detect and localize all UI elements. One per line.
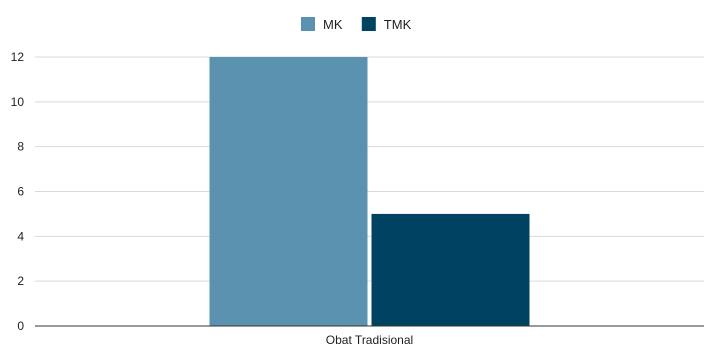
gridlines	[35, 56, 704, 282]
y-tick-label: 12	[11, 50, 25, 64]
legend-swatch-tmk	[361, 17, 376, 31]
bar-tmk	[371, 213, 530, 326]
legend-label-tmk: TMK	[384, 17, 412, 32]
y-tick-label: 6	[17, 185, 24, 199]
y-tick-label: 10	[11, 95, 25, 109]
y-tick-label: 0	[17, 319, 24, 333]
y-tick-label: 8	[17, 140, 24, 154]
bar-mk	[209, 57, 368, 326]
chart-legend: MK TMK	[301, 17, 412, 32]
y-axis-ticks: 0 2 4 6 8 10 12	[11, 50, 25, 333]
legend-label-mk: MK	[323, 17, 343, 32]
y-tick-label: 4	[17, 229, 24, 243]
x-axis-ticks: Obat Tradisional	[326, 333, 413, 347]
x-tick-label: Obat Tradisional	[326, 333, 413, 347]
bars	[209, 57, 530, 326]
y-tick-label: 2	[17, 274, 24, 288]
legend-swatch-mk	[301, 17, 315, 31]
